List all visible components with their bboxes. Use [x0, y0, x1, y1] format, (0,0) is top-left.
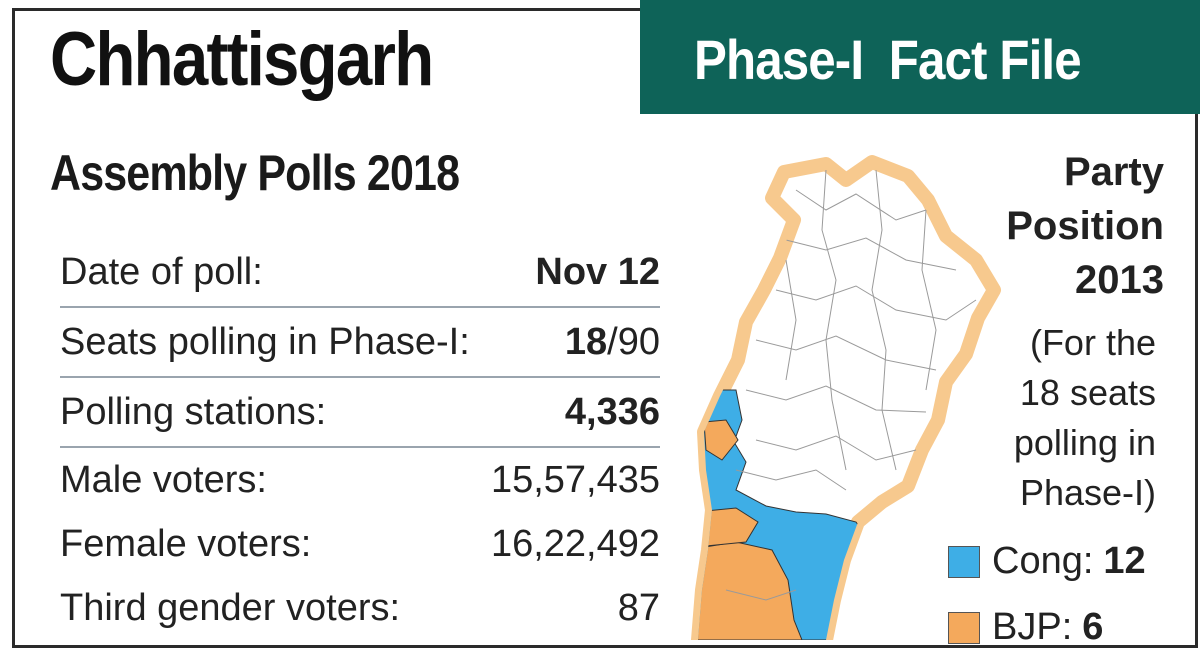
- fact-value: 87: [618, 587, 660, 630]
- fact-table: Date of poll: Nov 12 Seats polling in Ph…: [60, 238, 660, 640]
- fact-row-male: Male voters: 15,57,435: [60, 448, 660, 512]
- fact-label: Date of poll:: [60, 250, 263, 293]
- fact-row-stations: Polling stations: 4,336: [60, 378, 660, 448]
- legend-title-line: Party: [1063, 150, 1164, 194]
- legend-item-label: Cong:: [992, 540, 1094, 582]
- fact-value-rest: 87: [617, 586, 660, 629]
- fact-label: Polling stations:: [60, 390, 327, 433]
- fact-value-bold: 4,336: [564, 390, 660, 433]
- legend-title-line: 2013: [1075, 258, 1164, 302]
- legend-title: Party Position 2013: [944, 145, 1164, 307]
- legend-item-value: 12: [1103, 540, 1146, 582]
- fact-file-banner: [640, 0, 1200, 114]
- fact-value-bold: 18: [564, 320, 608, 363]
- cong-swatch: [948, 545, 980, 578]
- fact-label: Seats polling in Phase-I:: [60, 320, 470, 363]
- title: Chhattisgarh: [50, 17, 434, 102]
- constituency-regions: [698, 169, 977, 640]
- legend-item-cong: Cong: 12: [948, 540, 1146, 583]
- district-boundaries: [725, 169, 977, 601]
- fact-row-third-gender: Third gender voters: 87: [60, 576, 660, 640]
- bjp-region-lower: [698, 541, 803, 640]
- legend-item-label: BJP:: [992, 606, 1073, 648]
- fact-value-rest: /90: [607, 320, 660, 363]
- fact-row-female: Female voters: 16,22,492: [60, 512, 660, 576]
- fact-value: 18/90: [565, 321, 660, 364]
- legend-note-line: (For the: [1029, 322, 1156, 363]
- fact-value-bold: Nov 12: [535, 250, 660, 293]
- legend-item-bjp: BJP: 6: [948, 606, 1103, 649]
- fact-value: 4,336: [565, 391, 660, 434]
- legend-note-line: 18 seats: [1019, 372, 1156, 413]
- fact-row-date: Date of poll: Nov 12: [60, 238, 660, 308]
- fact-value: 15,57,435: [491, 459, 660, 502]
- fact-row-seats: Seats polling in Phase-I: 18/90: [60, 308, 660, 378]
- legend-title-line: Position: [1006, 204, 1164, 248]
- legend-item-value: 6: [1082, 606, 1104, 648]
- bjp-swatch: [948, 611, 980, 644]
- fact-label: Female voters:: [60, 522, 312, 565]
- legend-note-line: polling in: [1013, 422, 1156, 463]
- fact-value-rest: 15,57,435: [490, 458, 660, 501]
- fact-label: Third gender voters:: [60, 586, 401, 629]
- fact-label: Male voters:: [60, 458, 267, 501]
- fact-value-rest: 16,22,492: [490, 522, 660, 565]
- bjp-region-upper: [703, 419, 739, 461]
- subtitle: Assembly Polls 2018: [50, 145, 460, 201]
- fact-file-banner-text: Phase-I Fact File: [694, 28, 1082, 91]
- legend-note: (For the 18 seats polling in Phase-I): [936, 318, 1156, 518]
- legend-note-line: Phase-I): [1019, 472, 1156, 513]
- fact-value: 16,22,492: [491, 523, 660, 566]
- fact-value: Nov 12: [535, 251, 660, 294]
- chhattisgarh-constituency-map: [691, 155, 1001, 640]
